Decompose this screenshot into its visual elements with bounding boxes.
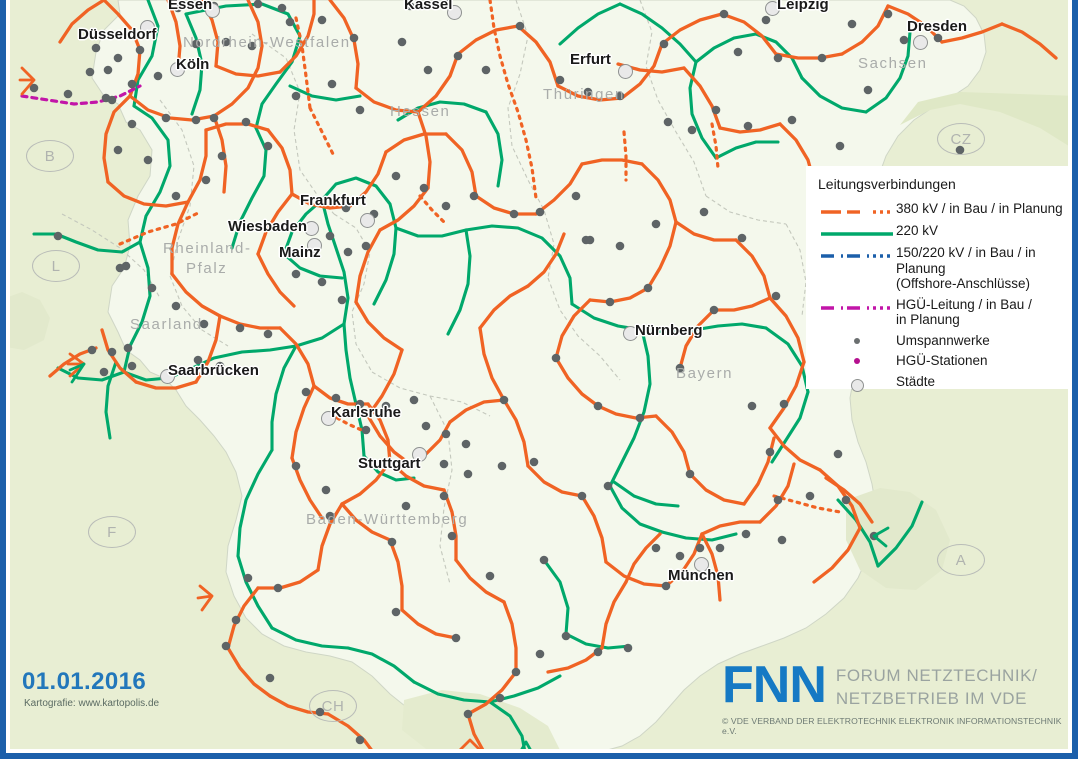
legend-line-solid-dash-dot	[821, 210, 893, 214]
legend-dot	[854, 358, 860, 364]
fnn-subtitle: FORUM NETZTECHNIK/NETZBETRIEB IM VDE	[836, 659, 1038, 710]
city-dot	[160, 369, 175, 384]
country-code-badge: F	[88, 516, 136, 548]
fnn-branding: FNN FORUM NETZTECHNIK/NETZBETRIEB IM VDE	[722, 659, 1037, 711]
map-date: 01.01.2016	[22, 668, 147, 695]
legend-item: HGÜ-Stationen	[818, 353, 1072, 369]
legend-label: Umspannwerke	[896, 332, 990, 348]
country-code-badge: CZ	[937, 123, 985, 155]
fnn-subtitle-line2: NETZBETRIEB IM VDE	[835, 689, 1028, 708]
legend-symbol	[818, 297, 896, 314]
legend-symbol	[818, 245, 896, 262]
city-dot	[140, 20, 155, 35]
lines-hgue	[20, 84, 142, 106]
legend-symbol	[818, 353, 896, 364]
foreign-green-west	[0, 292, 50, 350]
legend-label: Städte	[896, 373, 936, 389]
city-dot	[360, 213, 375, 228]
fnn-copyright: © VDE VERBAND DER ELEKTROTECHNIK ELEKTRO…	[722, 716, 1062, 736]
country-code-badge: L	[32, 250, 80, 282]
legend-symbol	[818, 201, 896, 218]
legend-title: Leitungsverbindungen	[818, 176, 956, 192]
legend-label-line2: in Planung	[896, 312, 960, 327]
legend-rows: 380 kV / in Bau / in Planung 220 kV 150/22…	[818, 201, 1072, 392]
legend-item: 380 kV / in Bau / in Planung	[818, 201, 1072, 218]
legend-panel: Leitungsverbindungen 380 kV / in Bau / i…	[806, 166, 1072, 392]
city-dot	[412, 447, 427, 462]
city-dot	[321, 411, 336, 426]
city-dot	[694, 557, 709, 572]
legend-item: HGÜ-Leitung / in Bau / in Planung	[818, 297, 1072, 328]
legend-item: 150/220 kV / in Bau / in Planung (Offshor…	[818, 245, 1072, 292]
legend-item: Umspannwerke	[818, 333, 1072, 349]
city-dot	[765, 1, 780, 16]
city-dot	[307, 238, 322, 253]
country-code-badge: A	[937, 544, 985, 576]
country-code-badge: B	[26, 140, 74, 172]
legend-item: Städte	[818, 374, 1072, 392]
legend-label: HGÜ-Stationen	[896, 353, 988, 368]
foreign-green-alps	[846, 488, 950, 590]
legend-label-line2: (Offshore-Anschlüsse)	[896, 276, 1031, 291]
lines-380kv	[48, 0, 1058, 759]
city-dot	[170, 62, 185, 77]
legend-symbol	[818, 223, 896, 240]
city-dot	[205, 3, 220, 18]
city-dot	[913, 35, 928, 50]
legend-dot	[854, 337, 860, 344]
legend-label-line1: 150/220 kV / in Bau / in Planung	[896, 245, 1036, 276]
legend-line-dash-dot	[821, 254, 893, 258]
city-dot	[304, 221, 319, 236]
legend-symbol	[818, 333, 896, 344]
city-dot	[623, 326, 638, 341]
cartography-credit: Kartografie: www.kartopolis.de	[24, 698, 160, 709]
legend-label: HGÜ-Leitung / in Bau / in Planung	[896, 297, 1032, 328]
legend-label: 220 kV	[896, 223, 939, 238]
fnn-logo: FNN	[722, 656, 827, 714]
legend-symbol	[818, 374, 896, 392]
legend-item: 220 kV	[818, 223, 1072, 240]
legend-label-line1: HGÜ-Leitung / in Bau /	[896, 296, 1032, 312]
legend-line-solid	[821, 232, 893, 236]
city-dot	[447, 5, 462, 20]
country-code-badge: CH	[309, 690, 357, 722]
city-dot	[618, 64, 633, 79]
legend-label: 380 kV / in Bau / in Planung	[896, 201, 1063, 216]
legend-circle	[850, 378, 864, 392]
legend-line-dash-dot	[821, 305, 893, 310]
legend-label: 150/220 kV / in Bau / in Planung (Offshor…	[896, 245, 1072, 292]
lines-380kv-planned	[118, 0, 842, 514]
foreign-green-cz	[900, 92, 1078, 170]
fnn-subtitle-line1: FORUM NETZTECHNIK/	[835, 666, 1038, 685]
substations	[29, 0, 965, 745]
